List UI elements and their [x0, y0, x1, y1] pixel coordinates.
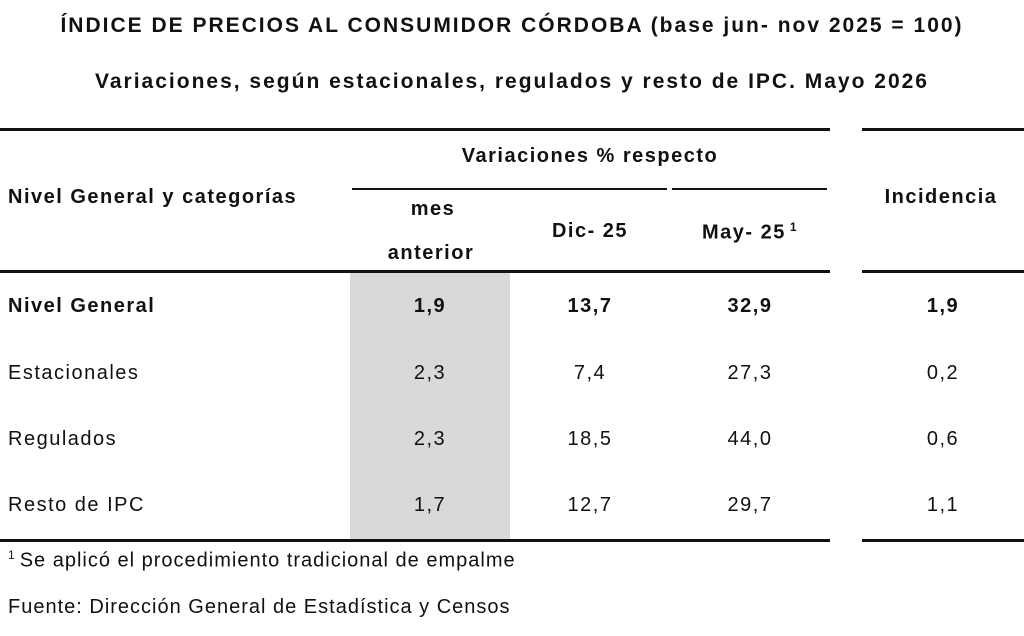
table-top-rule [0, 128, 830, 131]
col-header-may: May- 25 1 [702, 220, 798, 245]
cell-mes: 1,9 [413, 295, 447, 317]
cell-incidencia: 1,1 [926, 494, 960, 516]
footnote-number: 1 [8, 548, 16, 562]
row-label-estacionales: Estacionales [8, 362, 140, 384]
cell-dic: 7,4 [573, 362, 607, 384]
incidencia-bottom-rule [862, 539, 1024, 542]
row-label-nivel-general: Nivel General [8, 295, 156, 317]
incidencia-top-rule [862, 128, 1024, 131]
cell-may: 32,9 [727, 295, 773, 317]
col-header-may-label: May- 25 [701, 221, 786, 244]
col-header-mes-line2: anterior [387, 242, 475, 264]
report-title: ÍNDICE DE PRECIOS AL CONSUMIDOR CÓRDOBA … [60, 14, 964, 37]
cell-mes: 2,3 [413, 428, 447, 450]
cell-incidencia: 0,2 [926, 362, 960, 384]
highlight-column-mes-anterior [350, 273, 510, 540]
cell-incidencia: 1,9 [926, 295, 960, 317]
row-label-resto-ipc: Resto de IPC [8, 494, 145, 516]
cell-may: 29,7 [727, 494, 773, 516]
footnote-text: Se aplicó el procedimiento tradicional d… [19, 549, 516, 572]
header-bottom-rule [0, 270, 830, 273]
cell-may: 44,0 [727, 428, 773, 450]
col-header-dic: Dic- 25 [551, 220, 629, 242]
table-bottom-rule [0, 539, 830, 542]
row-header: Nivel General y categorías [8, 186, 298, 208]
cell-may: 27,3 [727, 362, 773, 384]
cell-incidencia: 0,6 [926, 428, 960, 450]
cell-mes: 2,3 [413, 362, 447, 384]
cell-mes: 1,7 [413, 494, 447, 516]
cell-dic: 18,5 [567, 428, 613, 450]
footnote: 1 Se aplicó el procedimiento tradicional … [8, 548, 516, 573]
col-header-incidencia: Incidencia [884, 186, 998, 208]
source-note: Fuente: Dirección General de Estadística… [8, 596, 511, 618]
row-label-regulados: Regulados [8, 428, 118, 450]
cell-dic: 13,7 [567, 295, 613, 317]
incidencia-header-bottom-rule [862, 270, 1024, 273]
cell-dic: 12,7 [567, 494, 613, 516]
subheader-rule-mes [352, 188, 667, 190]
group-header: Variaciones % respecto [461, 145, 719, 167]
footnote-marker: 1 [789, 220, 799, 234]
col-header-mes-line1: mes [410, 198, 456, 220]
report-subtitle: Variaciones, según estacionales, regulad… [95, 70, 929, 93]
subheader-rule-may [672, 188, 827, 190]
